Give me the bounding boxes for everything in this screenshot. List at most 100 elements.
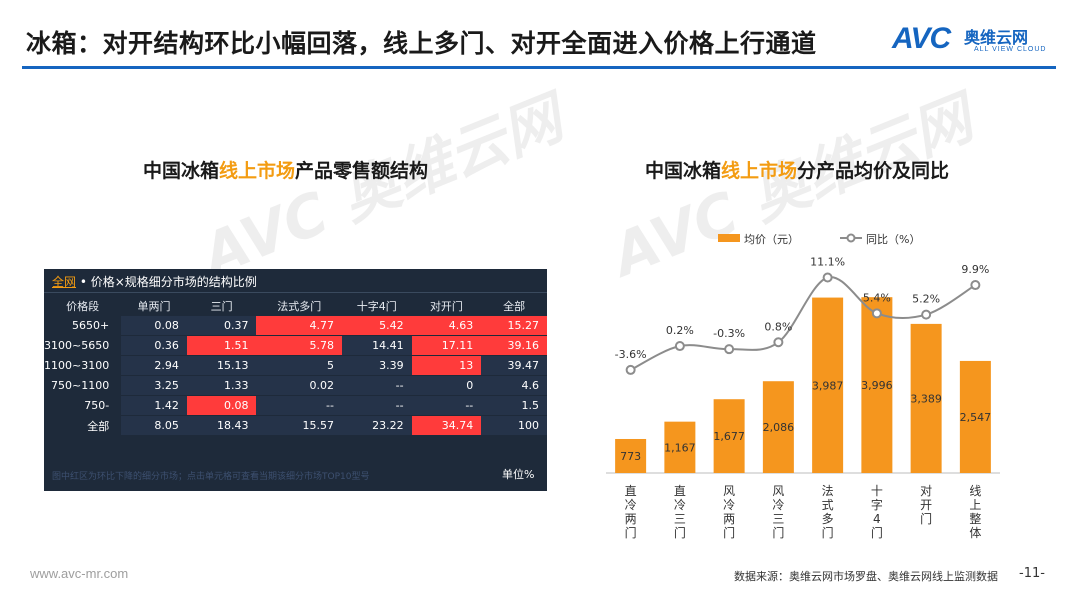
bar-data-label: 3,987 — [812, 379, 844, 392]
table-cell[interactable]: 3.39 — [341, 356, 412, 375]
table-cell[interactable]: 8.05 — [121, 416, 187, 435]
table-cell[interactable]: 18.43 — [186, 416, 257, 435]
right-title-post: 分产品均价及同比 — [797, 160, 950, 182]
category-tick-label: 门 — [920, 511, 932, 526]
yoy-point — [773, 337, 784, 348]
table-cell[interactable]: 5.42 — [341, 316, 412, 335]
tab-all-network[interactable]: 全网 — [52, 275, 77, 289]
yoy-data-label: 11.1% — [810, 256, 845, 269]
structure-table-panel: 全网 • 价格×规格细分市场的结构比例 价格段 单两门 三门 法式多门 十字4门… — [44, 269, 547, 491]
yoy-data-label: 5.2% — [912, 293, 940, 306]
column-header: 法式多门 — [277, 300, 322, 313]
category-tick-label: 门 — [723, 525, 735, 540]
bar-data-label: 1,677 — [713, 430, 745, 443]
table-cell[interactable]: 14.41 — [341, 336, 412, 355]
table-body: 5650+ 0.08 0.37 4.77 5.42 4.63 15.27 3100~5650 0… — [44, 316, 547, 435]
unit-label: 单位% — [502, 468, 535, 481]
table-cell[interactable]: 0.02 — [256, 376, 342, 395]
price-combo-chart: 均价（元） 同比（%） 773 直冷两门 1,167 直冷三门 1,677 风冷两门 2,086… — [600, 222, 1020, 542]
legend-line-marker — [846, 233, 856, 243]
avc-logo: AVC 奥维云网 ALL VIEW CLOUD — [892, 22, 1062, 58]
table-cell[interactable]: 23.22 — [341, 416, 412, 435]
column-header: 对开门 — [429, 300, 463, 313]
table-cell[interactable]: 15.27 — [481, 316, 547, 335]
table-cell[interactable]: 1.51 — [186, 336, 257, 355]
bar-data-label: 3,389 — [910, 392, 942, 405]
footer-source: 数据来源：奥维云网市场罗盘、奥维云网线上监测数据 — [734, 570, 998, 583]
yoy-point — [921, 309, 932, 320]
bar-data-label: 2,547 — [960, 411, 992, 424]
panel-divider — [44, 292, 547, 293]
table-cell[interactable]: 5.78 — [256, 336, 342, 355]
table-cell[interactable]: 0.37 — [186, 316, 257, 335]
table-row: 5650+ 0.08 0.37 4.77 5.42 4.63 15.27 — [44, 316, 547, 335]
table-cell[interactable]: -- — [341, 376, 412, 395]
row-label: 5650+ — [72, 319, 110, 332]
category-tick-label: 门 — [822, 525, 834, 540]
table-cell[interactable]: 0.08 — [186, 396, 257, 415]
table-cell[interactable]: 1.33 — [186, 376, 257, 395]
table-cell[interactable]: 0.36 — [121, 336, 187, 355]
footer-url[interactable]: www.avc-mr.com — [30, 566, 129, 581]
category-tick-label: 门 — [625, 525, 637, 540]
table-cell[interactable]: 39.47 — [481, 356, 547, 375]
table-cell[interactable]: 4.63 — [411, 316, 482, 335]
bar-data-label: 1,167 — [664, 441, 696, 454]
table-cell[interactable]: 4.77 — [256, 316, 342, 335]
bar — [762, 381, 794, 473]
left-title-pre: 中国冰箱 — [143, 160, 220, 182]
table-cell[interactable]: 15.13 — [186, 356, 257, 375]
bar — [910, 323, 942, 473]
category-tick-label: 整 — [969, 511, 981, 526]
structure-table: 价格段 单两门 三门 法式多门 十字4门 对开门 全部 5650+ 0.08 0.3… — [44, 296, 547, 436]
yoy-point — [724, 344, 735, 355]
table-cell[interactable]: 1.5 — [481, 396, 547, 415]
category-tick-label: 字 — [871, 497, 883, 512]
table-cell[interactable]: 15.57 — [256, 416, 342, 435]
yoy-data-label: 9.9% — [961, 263, 989, 276]
row-label: 全部 — [87, 419, 110, 433]
table-cell[interactable]: -- — [341, 396, 412, 415]
table-row: 750- 1.42 0.08 -- -- -- 1.5 — [44, 396, 547, 415]
table-cell[interactable]: 4.6 — [481, 376, 547, 395]
table-row: 3100~5650 0.36 1.51 5.78 14.41 17.11 39.16 — [44, 336, 547, 355]
table-cell[interactable]: 5 — [256, 356, 342, 375]
column-header: 价格段 — [66, 300, 100, 313]
table-cell[interactable]: 1.42 — [121, 396, 187, 415]
table-cell[interactable]: 100 — [481, 416, 547, 435]
table-cell[interactable]: 0 — [411, 376, 482, 395]
table-cell[interactable]: 3.25 — [121, 376, 187, 395]
category-tick-label: 式 — [822, 498, 834, 512]
yoy-data-label: -0.3% — [713, 327, 745, 340]
page-number: -11- — [1019, 566, 1045, 581]
yoy-data-label: 5.4% — [863, 291, 891, 304]
panel-subtitle: • 价格×规格细分市场的结构比例 — [76, 275, 257, 289]
category-tick-label: 冷 — [723, 498, 735, 512]
table-cell[interactable]: 13 — [411, 356, 482, 375]
page-title: 冰箱：对开结构环比小幅回落，线上多门、对开全面进入价格上行通道 — [26, 29, 817, 58]
category-tick-label: 体 — [969, 526, 981, 540]
category-tick-label: 门 — [772, 525, 784, 540]
table-cell[interactable]: -- — [256, 396, 342, 415]
legend-bar-label: 均价（元） — [744, 233, 799, 246]
table-cell[interactable]: 17.11 — [411, 336, 482, 355]
category-tick-label: 开 — [920, 498, 932, 512]
logo-cn-text: 奥维云网 — [964, 28, 1029, 47]
panel-header: 全网 • 价格×规格细分市场的结构比例 — [52, 273, 257, 290]
category-tick-label: 十 — [871, 484, 883, 498]
table-cell[interactable]: -- — [411, 396, 482, 415]
row-label: 3100~5650 — [44, 339, 110, 352]
yoy-point — [625, 364, 636, 375]
table-row: 全部 8.05 18.43 15.57 23.22 34.74 100 — [44, 416, 547, 435]
table-cell[interactable]: 34.74 — [411, 416, 482, 435]
right-title-pre: 中国冰箱 — [645, 160, 722, 182]
right-section-title: 中国冰箱线上市场分产品均价及同比 — [645, 156, 949, 183]
category-tick-label: 线 — [969, 484, 981, 498]
table-cell[interactable]: 2.94 — [121, 356, 187, 375]
yoy-point — [970, 280, 981, 291]
category-tick-label: 风 — [772, 484, 784, 498]
table-cell[interactable]: 0.08 — [121, 316, 187, 335]
table-cell[interactable]: 39.16 — [481, 336, 547, 355]
column-header: 单两门 — [137, 300, 171, 313]
category-tick-label: 门 — [871, 525, 883, 540]
